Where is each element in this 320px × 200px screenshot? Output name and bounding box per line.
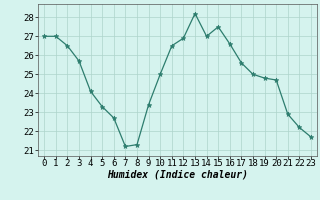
X-axis label: Humidex (Indice chaleur): Humidex (Indice chaleur): [107, 169, 248, 179]
